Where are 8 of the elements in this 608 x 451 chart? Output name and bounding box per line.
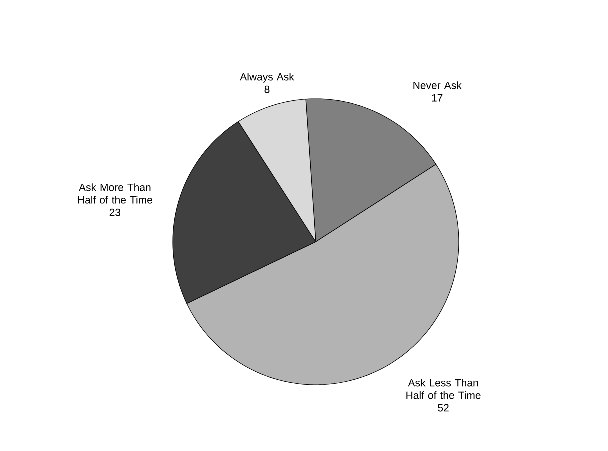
- slice-label: Always Ask: [240, 73, 294, 83]
- data-label: 17: [432, 94, 443, 102]
- data-label: 52: [438, 404, 449, 412]
- slice-label: Ask Less Than Half of the Time: [406, 379, 481, 400]
- slice-label: Ask More Than Half of the Time: [78, 184, 152, 204]
- data-label: 23: [110, 208, 121, 216]
- slice-label: Never Ask: [414, 82, 462, 90]
- data-label: 8: [264, 86, 270, 94]
